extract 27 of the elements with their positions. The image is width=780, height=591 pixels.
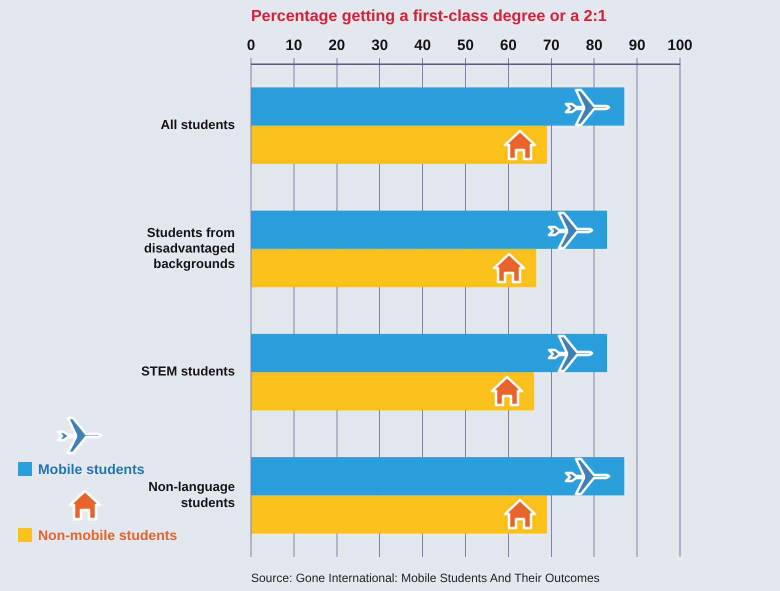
y-tick-label: Students from disadvantaged backgrounds: [144, 224, 236, 272]
chart-title: Percentage getting a first-class degree or a 2:1: [251, 8, 607, 26]
x-tick-label: 70: [542, 37, 560, 54]
bar: [252, 87, 624, 126]
y-tick-label: Non-language students: [148, 479, 235, 510]
legend-label: Mobile students: [38, 461, 145, 477]
x-tick-label: 50: [457, 37, 474, 54]
x-tick-label: 20: [328, 37, 346, 54]
x-tick-label: 90: [628, 37, 646, 54]
y-tick-label: All students: [160, 117, 235, 132]
bar: [252, 372, 534, 410]
source-note: Source: Gone International: Mobile Students And Their Outcomes: [251, 571, 600, 585]
bar: [252, 210, 608, 249]
x-tick-label: 30: [371, 37, 388, 54]
x-tick-label: 0: [246, 37, 256, 54]
bar: [252, 248, 536, 288]
bar: [252, 495, 548, 534]
legend-label: Non-mobile students: [38, 527, 178, 543]
x-tick-label: 40: [414, 37, 431, 54]
bar: [252, 334, 608, 372]
bar: [252, 126, 548, 164]
x-tick-label: 80: [586, 37, 603, 54]
x-tick-label: 10: [286, 37, 302, 54]
x-tick-label: 60: [500, 37, 517, 54]
x-tick-label: 100: [667, 37, 693, 54]
y-tick-label: STEM students: [141, 364, 235, 379]
bar: [252, 457, 624, 496]
